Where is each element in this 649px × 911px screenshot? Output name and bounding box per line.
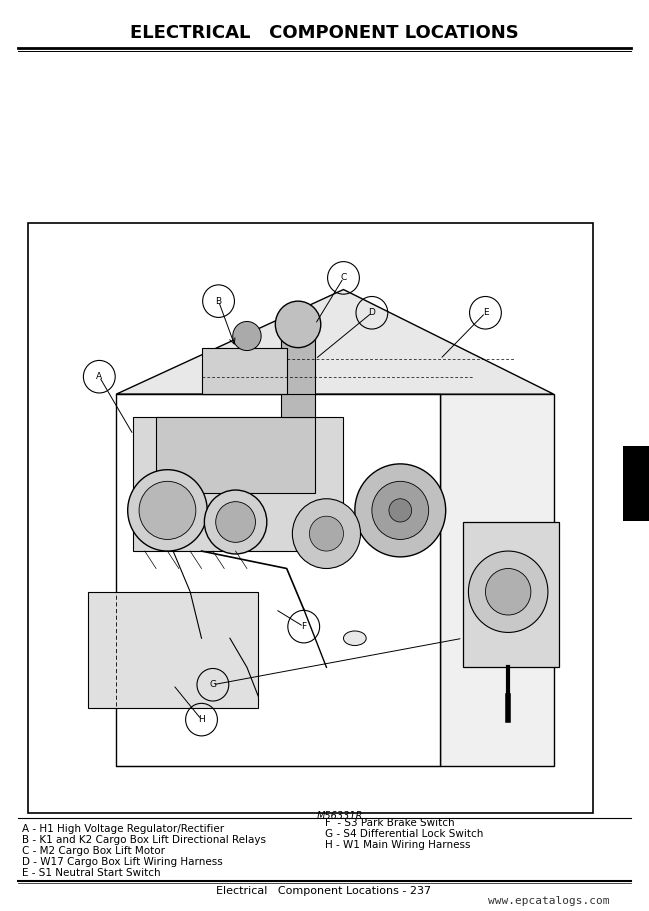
Circle shape — [310, 517, 343, 551]
Text: G - S4 Differential Lock Switch: G - S4 Differential Lock Switch — [325, 829, 484, 839]
Text: www.epcatalogs.com: www.epcatalogs.com — [489, 896, 610, 906]
Circle shape — [355, 464, 446, 557]
Polygon shape — [88, 592, 258, 708]
Text: G: G — [210, 681, 216, 690]
Text: E - S1 Neutral Start Switch: E - S1 Neutral Start Switch — [22, 868, 160, 878]
Text: A - H1 High Voltage Regulator/Rectifier: A - H1 High Voltage Regulator/Rectifier — [22, 824, 224, 834]
Circle shape — [292, 498, 361, 568]
Polygon shape — [116, 394, 440, 766]
Circle shape — [485, 568, 531, 615]
Polygon shape — [281, 336, 315, 417]
Text: F  - S3 Park Brake Switch: F - S3 Park Brake Switch — [325, 818, 455, 828]
Bar — [28, 223, 593, 813]
Ellipse shape — [343, 631, 366, 646]
Text: B - K1 and K2 Cargo Box Lift Directional Relays: B - K1 and K2 Cargo Box Lift Directional… — [22, 835, 266, 845]
Polygon shape — [134, 417, 343, 551]
Circle shape — [139, 481, 196, 539]
Circle shape — [389, 498, 411, 522]
Text: A: A — [96, 373, 103, 381]
Circle shape — [372, 481, 428, 539]
Text: C: C — [340, 273, 347, 282]
Polygon shape — [116, 290, 554, 394]
Text: E: E — [483, 308, 488, 317]
Text: C - M2 Cargo Box Lift Motor: C - M2 Cargo Box Lift Motor — [22, 846, 165, 856]
Bar — [623, 446, 649, 521]
Polygon shape — [201, 348, 287, 394]
Text: H - W1 Main Wiring Harness: H - W1 Main Wiring Harness — [325, 840, 471, 850]
Polygon shape — [156, 417, 315, 493]
Circle shape — [204, 490, 267, 554]
Text: M56331R: M56331R — [317, 811, 363, 821]
Text: ELECTRICAL   COMPONENT LOCATIONS: ELECTRICAL COMPONENT LOCATIONS — [130, 24, 519, 42]
Text: D: D — [369, 308, 375, 317]
Circle shape — [128, 470, 207, 551]
Circle shape — [233, 322, 261, 351]
Text: B: B — [215, 297, 221, 305]
Text: H: H — [198, 715, 205, 724]
Circle shape — [215, 502, 256, 542]
Polygon shape — [440, 394, 554, 766]
Circle shape — [275, 302, 321, 348]
Polygon shape — [463, 522, 559, 667]
Text: Electrical   Component Locations - 237: Electrical Component Locations - 237 — [216, 886, 432, 896]
Text: D - W17 Cargo Box Lift Wiring Harness: D - W17 Cargo Box Lift Wiring Harness — [22, 857, 223, 867]
Text: F: F — [301, 622, 306, 631]
Circle shape — [469, 551, 548, 632]
